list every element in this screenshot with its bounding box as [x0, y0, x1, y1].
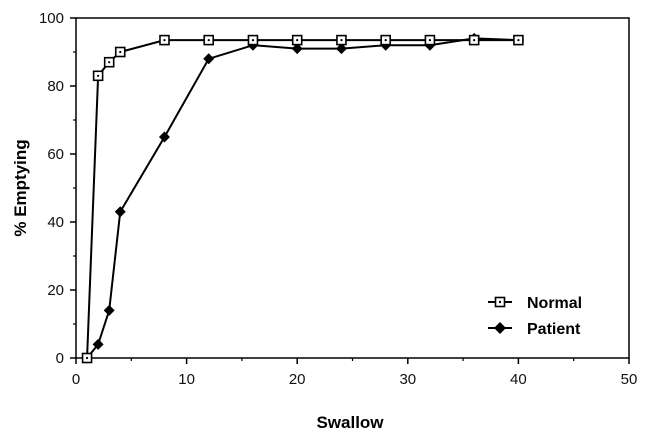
point-center-normal-10	[429, 39, 431, 41]
series	[82, 33, 524, 364]
y-tick-label-40: 40	[47, 214, 64, 231]
legend-label-patient: Patient	[527, 321, 581, 338]
point-center-normal-4	[163, 39, 165, 41]
point-center-normal-6	[252, 39, 254, 41]
legend-item-patient: Patient	[488, 321, 581, 338]
point-center-normal-9	[385, 39, 387, 41]
legend-marker-normal-dot	[499, 301, 501, 303]
point-center-normal-3	[119, 51, 121, 53]
point-center-normal-8	[340, 39, 342, 41]
y-tick-label-100: 100	[39, 10, 64, 27]
series-line-normal	[87, 40, 518, 358]
y-tick-label-0: 0	[56, 350, 64, 367]
x-tick-label-40: 40	[510, 371, 527, 388]
x-tick-label-0: 0	[72, 371, 80, 388]
y-tick-label-20: 20	[47, 282, 64, 299]
legend-marker-patient	[494, 322, 506, 334]
legend: Normal Patient	[488, 295, 582, 338]
legend-item-normal: Normal	[488, 295, 582, 312]
series-line-patient	[87, 38, 518, 358]
x-axis-title: Swallow	[316, 413, 384, 432]
point-center-normal-0	[86, 357, 88, 359]
y-tick-label-80: 80	[47, 78, 64, 95]
point-center-normal-12	[517, 39, 519, 41]
y-axis-title: % Emptying	[11, 139, 30, 236]
point-patient-2	[104, 305, 115, 316]
x-tick-label-20: 20	[289, 371, 306, 388]
x-tick-label-50: 50	[621, 371, 638, 388]
point-patient-4	[159, 132, 170, 143]
x-tick-label-10: 10	[178, 371, 195, 388]
point-center-normal-2	[108, 61, 110, 63]
point-patient-3	[115, 206, 126, 217]
y-tick-label-60: 60	[47, 146, 64, 163]
point-center-normal-7	[296, 39, 298, 41]
legend-label-normal: Normal	[527, 295, 582, 312]
x-tick-label-30: 30	[399, 371, 416, 388]
point-center-normal-1	[97, 75, 99, 77]
point-center-normal-5	[208, 39, 210, 41]
point-patient-5	[203, 53, 214, 64]
point-center-normal-11	[473, 39, 475, 41]
